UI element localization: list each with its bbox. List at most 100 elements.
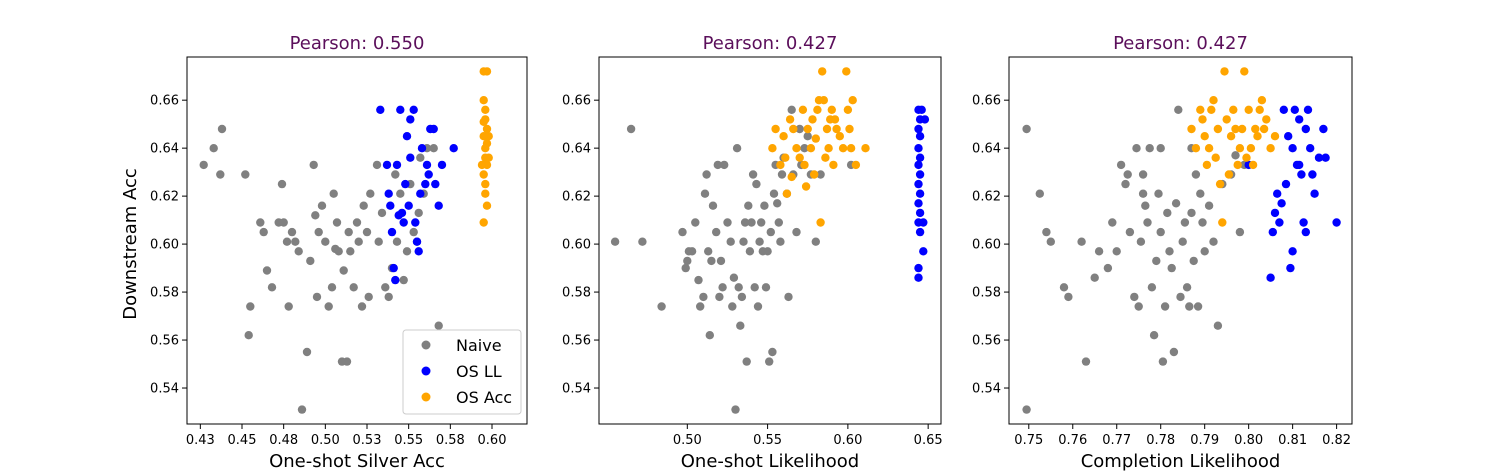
point-os-ll: [396, 105, 405, 115]
point-os-acc: [1211, 153, 1220, 162]
point-os-acc: [1235, 144, 1245, 153]
y-axis-label: Downstream Acc: [120, 168, 141, 320]
point-os-acc: [861, 144, 870, 153]
point-naive: [352, 218, 362, 227]
point-naive: [1081, 357, 1091, 366]
point-os-ll: [914, 179, 923, 189]
point-naive: [739, 237, 748, 246]
point-os-acc: [848, 96, 857, 105]
point-os-acc: [843, 105, 853, 115]
point-os-acc: [1244, 105, 1253, 115]
point-naive: [434, 321, 443, 330]
point-naive: [691, 218, 700, 227]
point-naive: [1136, 237, 1146, 246]
plot-frame: [1008, 56, 1353, 425]
point-os-acc: [1200, 132, 1209, 141]
y-tick-label: 0.54: [150, 382, 179, 397]
point-naive: [1185, 302, 1194, 311]
point-naive: [332, 218, 342, 227]
x-tick-label: 0.43: [186, 433, 215, 448]
point-naive: [366, 189, 375, 198]
point-naive: [217, 124, 227, 134]
point-naive: [708, 201, 718, 210]
point-os-acc: [1248, 160, 1258, 170]
point-os-ll: [915, 208, 925, 218]
panel-title: Pearson: 0.427: [1113, 33, 1248, 54]
point-os-acc: [771, 124, 780, 134]
point-os-ll: [424, 170, 433, 179]
point-naive: [329, 189, 338, 198]
point-os-acc: [1204, 144, 1214, 153]
point-os-acc: [481, 105, 490, 115]
point-naive: [1187, 208, 1196, 218]
point-naive: [357, 302, 367, 311]
y-tick-label: 0.60: [972, 238, 1001, 253]
point-os-acc: [482, 124, 492, 134]
y-tick-label: 0.58: [972, 286, 1001, 301]
point-naive: [1112, 247, 1121, 256]
point-naive: [349, 283, 358, 292]
point-os-acc: [810, 170, 819, 179]
point-os-ll: [915, 170, 925, 179]
point-naive: [1193, 302, 1203, 311]
x-tick-label: 0.78: [1146, 433, 1175, 448]
point-naive: [279, 218, 288, 227]
point-os-ll: [414, 247, 423, 256]
y-tick-label: 0.58: [562, 286, 591, 301]
point-os-acc: [800, 160, 809, 170]
point-naive: [209, 144, 218, 153]
point-os-ll: [1301, 227, 1311, 237]
point-naive: [1176, 292, 1185, 302]
point-os-acc: [821, 153, 830, 162]
x-axis-label: One-shot Silver Acc: [269, 451, 445, 472]
point-os-ll: [412, 237, 422, 246]
point-naive: [744, 201, 753, 210]
point-naive: [777, 170, 787, 179]
point-os-ll: [409, 105, 418, 115]
point-naive: [742, 357, 751, 366]
point-os-ll: [914, 273, 923, 282]
point-naive: [287, 227, 297, 237]
point-os-ll: [914, 199, 923, 208]
point-os-acc: [801, 182, 811, 191]
point-naive: [1235, 227, 1245, 237]
point-naive: [745, 247, 755, 256]
point-os-acc: [779, 132, 788, 141]
x-tick-label: 0.77: [1102, 433, 1131, 448]
point-naive: [1141, 201, 1150, 210]
point-naive: [1123, 170, 1132, 179]
point-naive: [732, 144, 742, 153]
point-os-ll: [915, 227, 925, 237]
point-naive: [681, 263, 690, 273]
point-naive: [372, 160, 382, 170]
point-naive: [267, 283, 277, 292]
point-os-ll: [429, 124, 438, 134]
point-os-ll: [1306, 144, 1315, 153]
x-tick-label: 0.75: [1014, 433, 1043, 448]
point-naive: [1200, 247, 1209, 256]
point-naive: [816, 170, 825, 179]
point-naive: [1143, 218, 1152, 227]
scatter-panel-2: 0.50 0.55 0.60 0.65 0.54 0.56 0.58 0.60 0.62 0.64…: [562, 33, 943, 472]
point-os-acc: [832, 124, 841, 134]
point-os-ll: [1319, 124, 1328, 134]
point-os-ll: [386, 201, 395, 210]
point-naive: [317, 201, 327, 210]
point-os-ll: [915, 132, 925, 141]
point-naive: [429, 144, 438, 153]
y-tick-label: 0.66: [562, 94, 591, 109]
point-naive: [414, 208, 423, 218]
point-os-acc: [830, 115, 840, 124]
point-naive: [1022, 405, 1031, 414]
point-os-acc: [845, 124, 854, 134]
data-points: [199, 67, 493, 414]
point-os-acc: [481, 189, 490, 198]
point-os-acc: [484, 132, 493, 141]
point-os-ll: [1295, 115, 1304, 124]
point-naive: [766, 227, 775, 237]
point-naive: [291, 237, 300, 246]
point-naive: [1163, 208, 1172, 218]
point-os-ll: [919, 247, 928, 256]
point-naive: [409, 227, 418, 237]
point-os-ll: [920, 115, 930, 124]
